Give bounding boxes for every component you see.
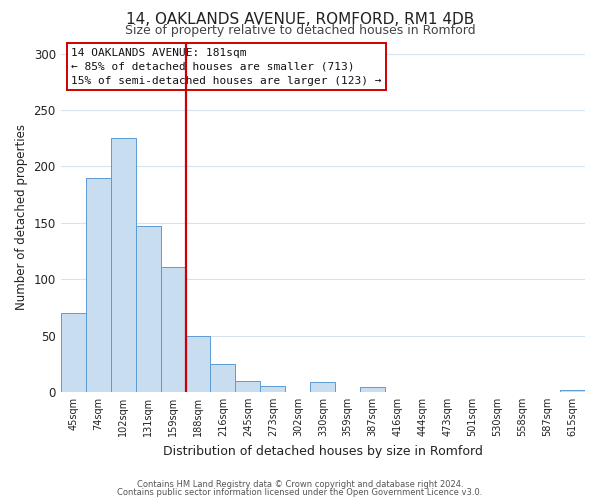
Bar <box>61 313 86 392</box>
Bar <box>310 382 335 392</box>
Y-axis label: Number of detached properties: Number of detached properties <box>15 124 28 310</box>
Bar <box>136 226 161 392</box>
Text: Size of property relative to detached houses in Romford: Size of property relative to detached ho… <box>125 24 475 37</box>
Bar <box>260 386 286 392</box>
Text: 14, OAKLANDS AVENUE, ROMFORD, RM1 4DB: 14, OAKLANDS AVENUE, ROMFORD, RM1 4DB <box>126 12 474 28</box>
Bar <box>161 267 185 392</box>
Bar <box>360 388 385 392</box>
Bar <box>211 364 235 392</box>
Bar <box>560 390 585 392</box>
Bar <box>110 138 136 392</box>
X-axis label: Distribution of detached houses by size in Romford: Distribution of detached houses by size … <box>163 444 483 458</box>
Text: Contains public sector information licensed under the Open Government Licence v3: Contains public sector information licen… <box>118 488 482 497</box>
Text: Contains HM Land Registry data © Crown copyright and database right 2024.: Contains HM Land Registry data © Crown c… <box>137 480 463 489</box>
Text: 14 OAKLANDS AVENUE: 181sqm
← 85% of detached houses are smaller (713)
15% of sem: 14 OAKLANDS AVENUE: 181sqm ← 85% of deta… <box>71 48 382 86</box>
Bar <box>185 336 211 392</box>
Bar <box>86 178 110 392</box>
Bar <box>235 380 260 392</box>
